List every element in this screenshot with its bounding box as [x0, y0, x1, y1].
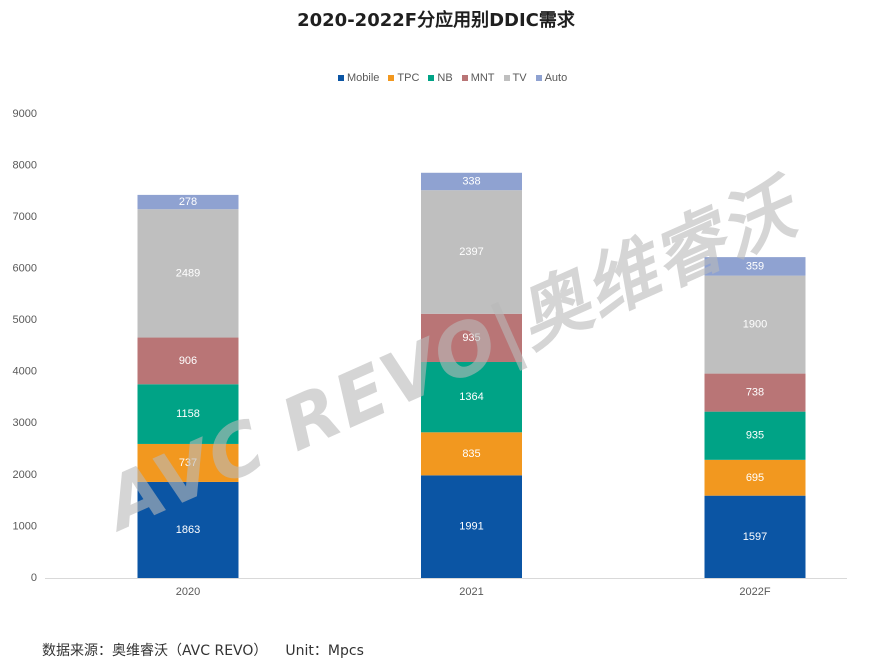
bar-segment-nb-2021: [421, 361, 522, 433]
bar-segment-nb-2022f: [704, 411, 806, 460]
y-tick-label-4000: 4000: [13, 366, 37, 378]
legend-item-mobile: Mobile: [338, 72, 379, 84]
data-label-mnt-2021: 935: [462, 332, 480, 344]
legend-swatch-tv: [503, 75, 510, 81]
legend-label-mnt: MNT: [470, 72, 495, 84]
data-label-mobile-2020: 1863: [176, 524, 200, 536]
data-label-mnt-2020: 906: [179, 355, 197, 367]
legend-swatch-mobile: [338, 75, 344, 81]
x-tick-label-2021: 2021: [459, 586, 483, 598]
data-label-tpc-2020: 737: [179, 457, 197, 469]
data-label-nb-2021: 1364: [459, 391, 483, 403]
y-tick-label-8000: 8000: [13, 159, 37, 171]
legend-label-tv: TV: [512, 72, 527, 84]
y-tick-label-6000: 6000: [13, 263, 37, 275]
data-label-auto-2021: 338: [462, 175, 480, 187]
legend: Mobile TPC NB MNT TV Auto: [338, 72, 576, 84]
legend-item-tv: TV: [503, 72, 527, 84]
y-tick-label-0: 0: [31, 572, 37, 584]
legend-label-mobile: Mobile: [347, 72, 380, 84]
data-label-auto-2022f: 359: [746, 260, 764, 272]
bar-segment-tv-2020: [137, 209, 239, 338]
y-tick-label-3000: 3000: [13, 417, 37, 429]
legend-item-nb: NB: [428, 72, 453, 84]
bar-segment-tv-2021: [421, 190, 522, 314]
legend-item-tpc: TPC: [388, 72, 419, 84]
bar-segment-auto-2021: [421, 172, 522, 191]
y-tick-label-2000: 2000: [13, 469, 37, 481]
data-label-tpc-2022f: 695: [746, 472, 764, 484]
data-label-nb-2020: 1158: [176, 408, 200, 420]
legend-swatch-auto: [535, 75, 542, 81]
bar-segment-auto-2020: [137, 194, 239, 210]
data-label-mobile-2021: 1991: [459, 521, 483, 533]
y-tick-label-5000: 5000: [13, 314, 37, 326]
x-tick-label-2020: 2020: [176, 586, 200, 598]
data-label-tpc-2021: 835: [462, 448, 480, 460]
footer: 数据来源：奥维睿沃（AVC REVO） Unit：Mpcs: [42, 640, 364, 660]
data-label-nb-2022f: 935: [746, 430, 764, 442]
bar-segment-mobile-2022f: [704, 495, 806, 578]
source-note: 数据来源：奥维睿沃（AVC REVO）: [42, 643, 268, 659]
y-tick-label-1000: 1000: [13, 520, 37, 532]
bar-segment-mnt-2021: [421, 313, 522, 362]
chart-title: 2020-2022F分应用别DDIC需求: [297, 10, 575, 31]
legend-label-nb: NB: [437, 72, 453, 84]
data-label-mnt-2022f: 738: [746, 387, 764, 399]
data-label-auto-2020: 278: [179, 196, 197, 208]
bar-segment-mnt-2020: [137, 337, 239, 385]
legend-swatch-nb: [428, 75, 435, 81]
legend-item-mnt: MNT: [461, 72, 495, 84]
x-tick-label-2022f: 2022F: [739, 586, 770, 598]
bar-segment-auto-2022f: [704, 257, 806, 276]
bar-segment-tpc-2022f: [704, 459, 806, 496]
data-label-tv-2020: 2489: [176, 267, 200, 279]
bar-segment-mobile-2021: [421, 475, 522, 578]
legend-swatch-mnt: [461, 75, 468, 81]
unit-note: Unit：Mpcs: [285, 643, 364, 659]
bar-segment-nb-2020: [137, 384, 239, 444]
legend-label-tpc: TPC: [397, 72, 420, 84]
bar-segment-mnt-2022f: [704, 373, 806, 412]
y-tick-label-7000: 7000: [13, 211, 37, 223]
bar-segment-mobile-2020: [137, 481, 239, 578]
data-label-tv-2022f: 1900: [743, 319, 767, 331]
bar-segment-tpc-2020: [137, 443, 239, 482]
legend-swatch-tpc: [388, 75, 395, 81]
bar-segment-tv-2022f: [704, 275, 806, 374]
y-tick-label-9000: 9000: [13, 108, 37, 120]
data-label-tv-2021: 2397: [459, 246, 483, 258]
legend-label-auto: Auto: [544, 72, 568, 84]
data-label-mobile-2022f: 1597: [743, 531, 767, 543]
legend-item-auto: Auto: [535, 72, 568, 84]
bar-segment-tpc-2021: [421, 432, 522, 476]
